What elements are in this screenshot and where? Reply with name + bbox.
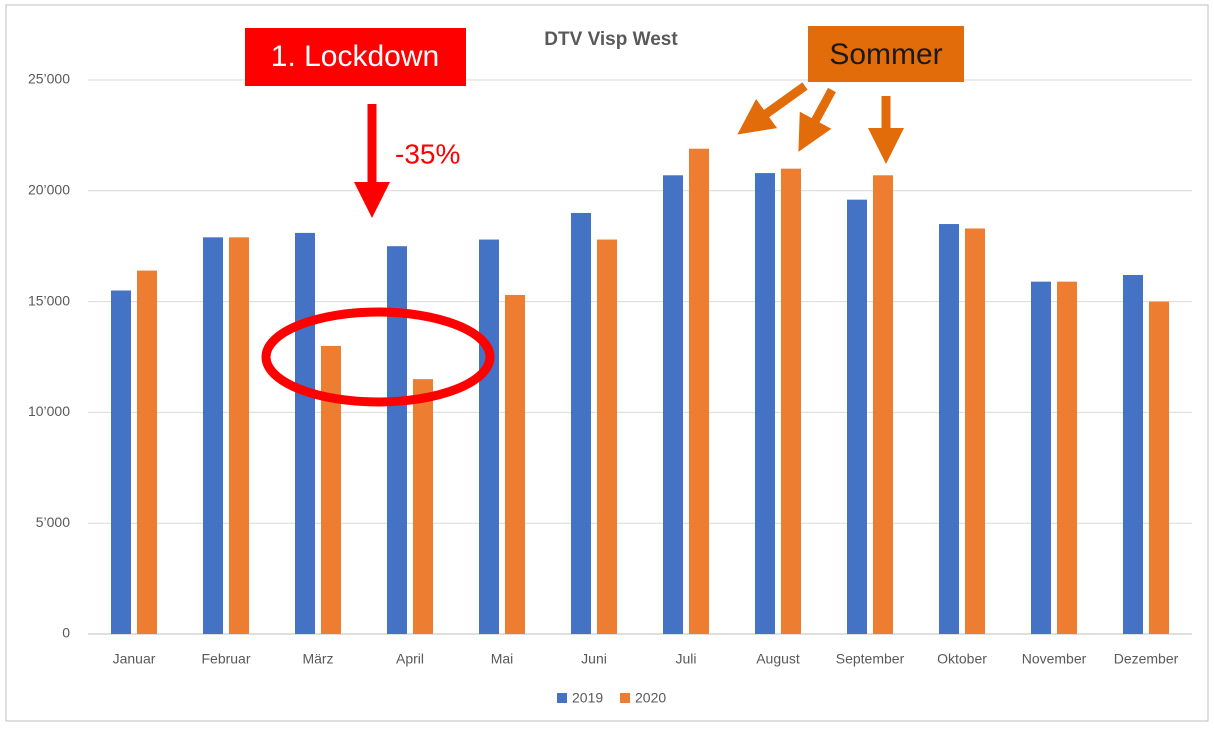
bar xyxy=(965,228,985,635)
bar xyxy=(663,175,683,634)
bar xyxy=(203,237,223,634)
bar xyxy=(571,212,591,634)
legend-swatch xyxy=(557,693,567,703)
x-tick-label: Februar xyxy=(201,651,250,667)
bar xyxy=(1057,281,1077,634)
highlight-ellipse xyxy=(261,307,495,407)
bar xyxy=(873,175,893,634)
bar xyxy=(295,232,315,635)
annotation-box xyxy=(808,26,964,82)
bar xyxy=(597,239,617,634)
y-tick-label: 10’000 xyxy=(28,403,70,419)
bar xyxy=(1123,275,1143,634)
arrow xyxy=(798,87,836,152)
chart-title: DTV Visp West xyxy=(544,29,678,50)
bar xyxy=(755,173,775,634)
bar xyxy=(413,379,433,634)
y-tick-label: 0 xyxy=(62,625,70,641)
bar xyxy=(111,290,131,634)
legend-swatch xyxy=(620,693,630,703)
bar xyxy=(781,168,801,634)
bar xyxy=(387,246,407,634)
x-tick-label: Dezember xyxy=(1114,651,1179,667)
y-tick-label: 5’000 xyxy=(36,514,70,530)
x-tick-label: März xyxy=(302,651,333,667)
bar xyxy=(939,224,959,635)
bar xyxy=(689,148,709,635)
bar xyxy=(137,270,157,634)
x-tick-label: September xyxy=(836,651,905,667)
bar xyxy=(479,239,499,634)
annotation: 1. Lockdown xyxy=(271,40,439,73)
plot: 0 5’000 10’000 15’000 20’000 25’000 Januar Febr… xyxy=(28,71,1192,706)
bar xyxy=(847,199,867,634)
x-tick-label: Oktober xyxy=(937,651,987,667)
x-tick-label: Mai xyxy=(491,651,514,667)
x-tick-label: Juli xyxy=(675,651,696,667)
bar xyxy=(321,345,341,634)
bar xyxy=(505,294,525,634)
x-tick-label: August xyxy=(756,651,800,667)
y-tick-label: 25’000 xyxy=(28,71,70,87)
x-tick-label: Januar xyxy=(113,651,156,667)
bar xyxy=(1149,301,1169,634)
annotation: Sommer xyxy=(829,38,942,71)
y-tick-label: 15’000 xyxy=(28,292,70,308)
x-tick-label: November xyxy=(1022,651,1087,667)
legend-label: 2019 xyxy=(572,690,603,706)
x-tick-label: April xyxy=(396,651,424,667)
y-tick-label: 20’000 xyxy=(28,182,70,198)
bar xyxy=(229,237,249,634)
legend-label: 2020 xyxy=(635,690,666,706)
bar xyxy=(1031,281,1051,634)
annotation: -35% xyxy=(395,138,460,169)
x-tick-label: Juni xyxy=(581,651,607,667)
arrow xyxy=(737,82,808,135)
annotation-box xyxy=(245,28,466,86)
